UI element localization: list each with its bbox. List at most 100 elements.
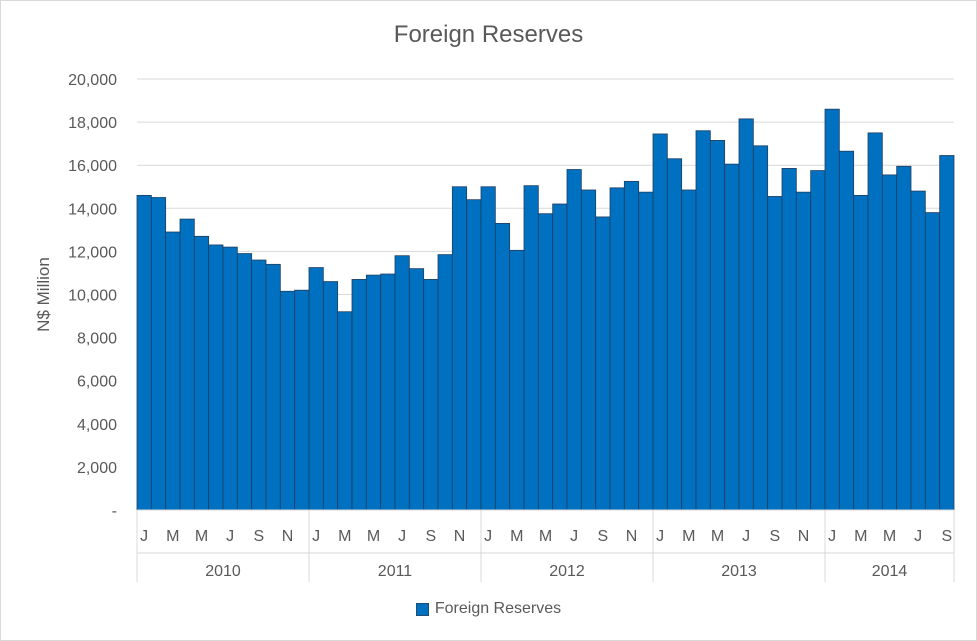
bar [466,199,482,511]
x-month-label: M [510,528,523,545]
bar [867,132,883,511]
y-tick-label: 12,000 [68,244,117,261]
x-month-label: M [338,528,351,545]
bar [337,311,353,511]
bar [638,191,654,511]
x-month-label: M [682,528,695,545]
bar [136,194,152,511]
x-month-label: J [398,528,406,545]
bar [609,187,625,511]
bar [222,246,238,511]
bar [236,253,253,511]
chart-title: Foreign Reserves [393,21,584,48]
bar [681,189,697,511]
x-month-label: M [883,528,896,545]
bar [623,180,640,511]
x-year-label: 2011 [378,563,413,580]
x-month-label: M [711,528,724,545]
y-axis-title: N$ Million [34,257,53,332]
x-month-label: N [798,528,810,545]
x-month-label: S [941,528,952,545]
y-tick-label: 6,000 [77,374,117,391]
bar [451,186,468,511]
bar [523,185,539,511]
y-tick-label: - [112,503,117,520]
bar [437,254,453,511]
x-month-label: S [597,528,608,545]
bar [695,130,711,511]
x-year-label: 2013 [721,563,757,580]
bar [595,216,611,511]
bar [767,196,783,511]
x-month-label: N [454,528,466,545]
x-month-label: J [140,528,148,545]
bar [781,168,797,511]
bar [308,267,324,511]
x-year-label: 2010 [205,563,241,580]
x-month-label: J [742,528,750,545]
bar [738,118,754,511]
y-tick-label: 8,000 [77,331,117,348]
x-month-label: M [166,528,179,545]
bar [423,279,439,511]
legend-label: Foreign Reserves [434,600,562,617]
bar [480,186,496,511]
bar [924,212,941,511]
bar [853,194,869,511]
x-month-label: N [282,528,294,545]
bar [494,222,511,511]
bar [150,197,167,511]
legend-swatch [415,602,429,616]
bar [724,163,740,511]
bar [795,191,812,511]
bar [939,155,955,511]
bar [394,255,410,511]
bar [279,290,296,511]
bar [824,108,840,511]
bar [294,289,310,511]
x-month-label: J [570,528,578,545]
x-month-label: S [769,528,780,545]
bar [322,281,339,511]
bar [408,268,425,511]
bar [165,231,181,511]
x-year-label: 2012 [549,563,585,580]
bar [251,259,267,511]
x-month-label: J [828,528,836,545]
bar [537,213,554,511]
x-month-label: J [914,528,922,545]
bar [179,218,195,511]
bar [896,165,912,511]
x-month-label: J [226,528,234,545]
y-tick-label: 14,000 [68,201,117,218]
bar [838,150,855,511]
bar [509,249,525,511]
x-month-label: M [539,528,552,545]
bar [810,170,826,511]
x-month-label: J [484,528,492,545]
bar [580,189,597,511]
bar [910,190,926,511]
x-month-label: J [656,528,664,545]
x-month-label: M [854,528,867,545]
x-month-label: J [312,528,320,545]
bar [365,274,382,511]
x-month-label: M [367,528,380,545]
y-tick-label: 10,000 [68,288,117,305]
x-month-label: N [626,528,638,545]
bar [380,273,396,511]
bar [652,133,668,511]
y-tick-label: 20,000 [68,72,117,89]
bar [208,244,224,511]
bar [193,235,210,511]
bar [552,203,568,511]
y-tick-label: 18,000 [68,115,117,132]
bar [752,145,769,511]
bar [351,279,367,511]
x-month-label: M [195,528,208,545]
bar [265,263,281,511]
x-month-label: S [253,528,264,545]
x-month-label: S [425,528,436,545]
